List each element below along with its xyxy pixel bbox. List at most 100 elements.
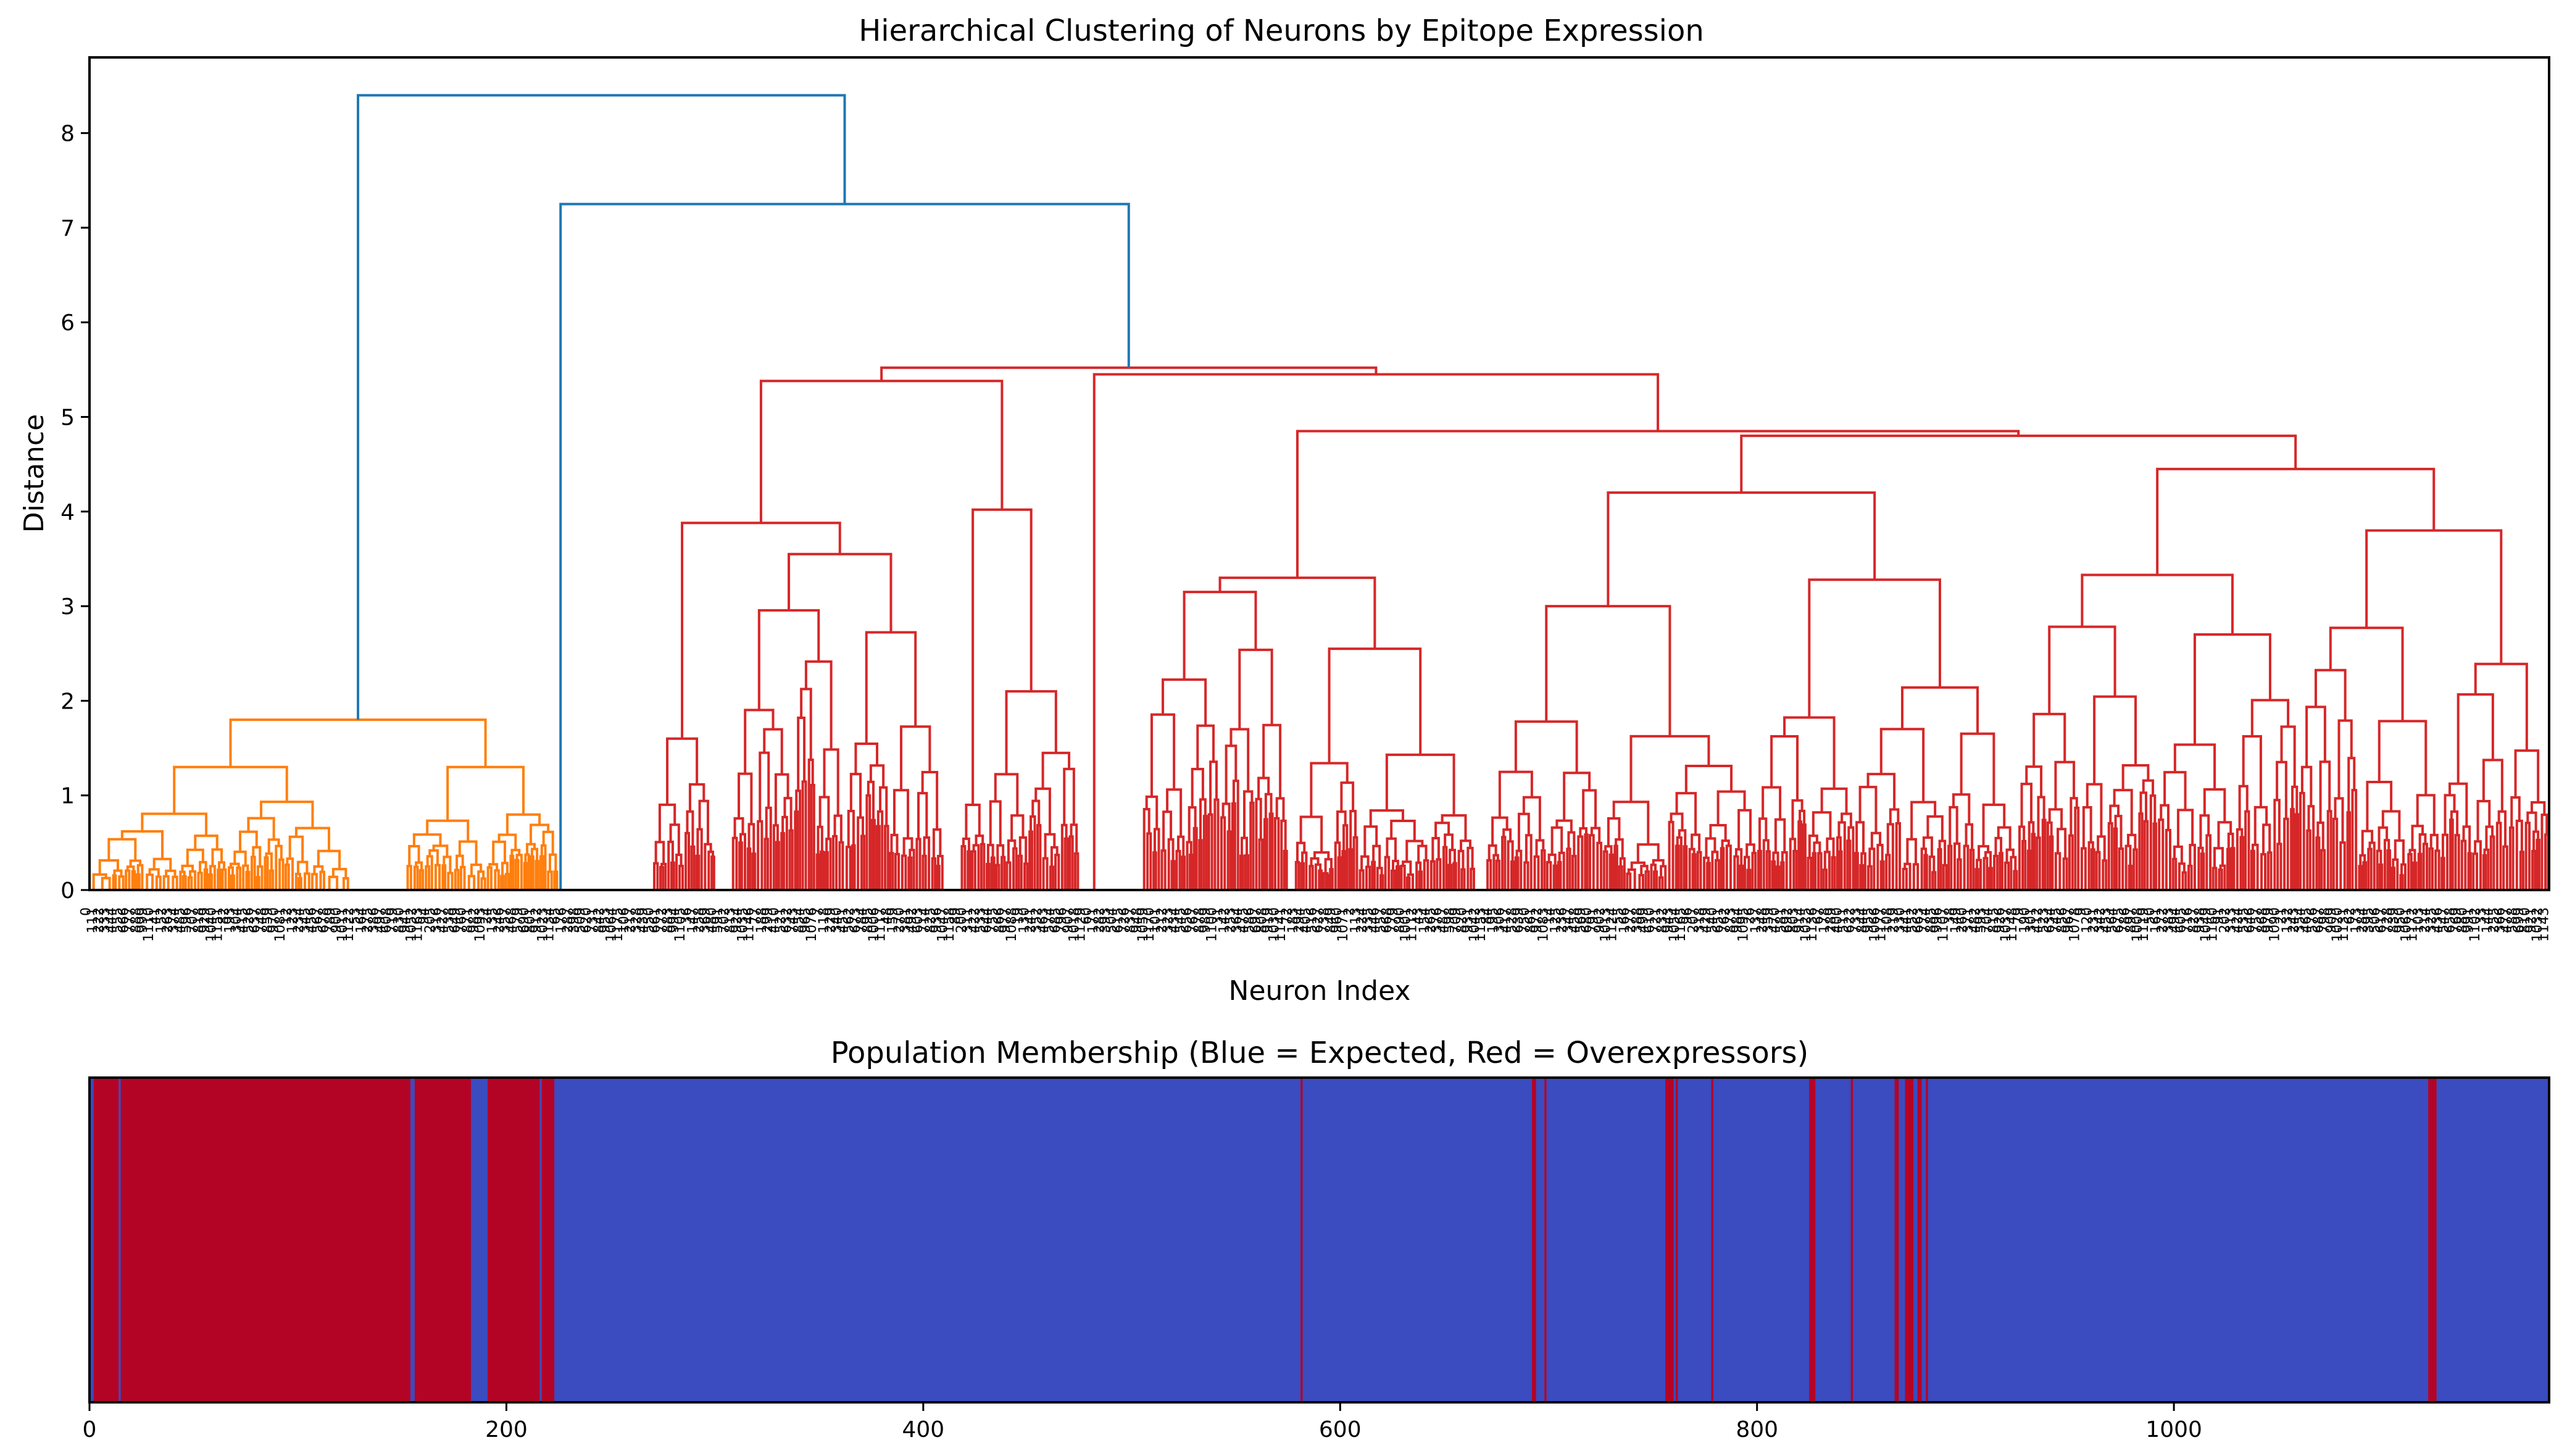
dendrogram-link (1733, 855, 1739, 890)
dendrogram-link (2048, 808, 2063, 830)
dendrogram-link (2467, 852, 2472, 890)
dendrogram-link (194, 834, 218, 850)
leaf-label: 938 (2192, 907, 2208, 933)
leaf-label: 0 (79, 907, 94, 916)
leaf-label: 330 (1892, 907, 1908, 933)
dendrogram-link (296, 860, 309, 874)
dendrogram-link (1969, 849, 1975, 890)
dendrogram-link (1167, 838, 1175, 890)
dendrogram-link (2332, 817, 2339, 890)
dendrogram-link (797, 716, 806, 791)
dendrogram-link (1720, 847, 1725, 890)
leaf-label: 294 (1292, 907, 1307, 933)
leaf-label: 1066 (1867, 907, 1883, 942)
dendrogram-link (936, 865, 941, 890)
leaf-label: 632 (779, 907, 794, 933)
dendrogram-link (2482, 854, 2487, 890)
dendrogram-link (1658, 876, 1664, 890)
dendrogram-link (1812, 852, 1817, 890)
leaf-label: 550 (642, 907, 657, 933)
dendrogram-link (256, 876, 260, 890)
dendrogram-link (1487, 844, 1497, 860)
dendrogram-link (1486, 859, 1492, 890)
dendrogram-link (1242, 790, 1254, 838)
dendrogram-link (126, 865, 135, 872)
dendrogram-link (971, 850, 976, 890)
dendrogram-link (92, 873, 107, 890)
leaf-label: 588 (2505, 907, 2521, 933)
dendrogram-link (1352, 836, 1358, 890)
dendrogram-link (101, 876, 111, 890)
dendrogram-link (1150, 713, 1176, 797)
leaf-label: 475 (1236, 907, 1251, 933)
leaf-label: 762 (1717, 907, 1733, 933)
dendrogram-link (1523, 861, 1529, 890)
dendrogram-link (899, 725, 931, 791)
dendrogram-link (971, 508, 1033, 805)
dendrogram-link (2361, 830, 2374, 855)
dendrogram-link (2054, 760, 2076, 810)
leaf-label: 1119 (2136, 907, 2152, 942)
dendrogram-link (2508, 826, 2515, 890)
dendrogram-link (763, 838, 769, 890)
dendrogram-link (1220, 816, 1226, 890)
dendrogram-link (932, 828, 942, 859)
dendrogram-link (2025, 765, 2043, 797)
leaf-label: 955 (1861, 907, 1876, 933)
leaf-label: 721 (1649, 907, 1664, 933)
dendrogram-link (2339, 841, 2346, 890)
dendrogram-link (294, 873, 301, 890)
dendrogram-link (2049, 835, 2054, 890)
leaf-label: 193 (223, 907, 238, 933)
leaf-label: 231 (2086, 907, 2102, 933)
dendrogram-link (1582, 789, 1597, 829)
heatmap-title: Population Membership (Blue = Expected, … (831, 1036, 1808, 1070)
leaf-label: 369 (698, 907, 714, 933)
dendrogram-link (539, 855, 544, 890)
leaf-label: 301 (2024, 907, 2039, 933)
dendrogram-link (2454, 834, 2460, 890)
heatmap-overexpressor-band (1926, 1078, 1928, 1402)
leaf-label: 1136 (1805, 907, 1820, 942)
dendrogram-link (162, 875, 170, 890)
dendrogram-link (936, 855, 944, 890)
dendrogram-link (1691, 853, 1697, 890)
leaf-label: 832 (1655, 907, 1670, 933)
dendrogram-link (666, 737, 699, 805)
dendrogram-link (1329, 868, 1334, 890)
dendrogram-link (1770, 735, 1799, 801)
y-tick-label-2: 2 (60, 689, 75, 714)
dendrogram-link (902, 837, 913, 856)
leaf-label: 195 (1486, 907, 1501, 933)
leaf-label: 912 (529, 907, 544, 933)
dendrogram-y-ticks: 0 1 2 3 4 5 6 7 8 (60, 122, 89, 904)
dendrogram-link (1676, 836, 1683, 890)
leaf-label: 79 (2011, 907, 2026, 925)
dendrogram-link (960, 845, 967, 890)
dendrogram-link (2114, 815, 2123, 849)
dendrogram-link (415, 861, 423, 871)
dendrogram-link (1449, 849, 1456, 865)
dendrogram-link (1429, 860, 1436, 890)
dendrogram-link (197, 872, 203, 890)
leaf-label: 871 (460, 907, 476, 933)
leaf-label: 287 (560, 907, 576, 933)
leaf-label: 1047 (936, 907, 951, 942)
dendrogram-link (1274, 817, 1280, 890)
dendrogram-link (658, 803, 676, 842)
leaf-label: 651 (1711, 907, 1726, 933)
leaf-label: 190 (2017, 907, 2032, 933)
dendrogram-link (1170, 860, 1176, 890)
heatmap-overexpressor-band (93, 1078, 119, 1402)
dendrogram-link (2320, 849, 2326, 890)
dendrogram-link (2227, 832, 2234, 849)
dendrogram-link (1405, 876, 1411, 890)
dendrogram-link (135, 873, 141, 890)
leaf-label: 436 (2430, 907, 2445, 933)
heatmap-overexpressor-band (1850, 1078, 1853, 1402)
dendrogram-link (1675, 844, 1680, 890)
leaf-label: 497 (373, 907, 388, 933)
leaf-label: 62 (2342, 907, 2358, 925)
dendrogram-link (1232, 780, 1239, 890)
dendrogram-link (2294, 813, 2300, 890)
